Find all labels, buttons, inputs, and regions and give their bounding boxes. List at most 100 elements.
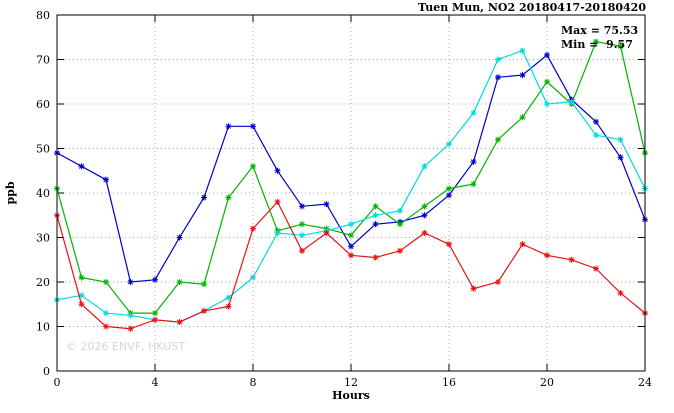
y-axis-label: ppb <box>4 181 17 204</box>
data-point-marker-red <box>397 247 403 254</box>
data-point-marker-green <box>372 203 379 210</box>
max-annotation: Max = 75.53 <box>561 24 638 37</box>
data-point-marker-cyan <box>617 136 624 143</box>
data-point-marker-blue <box>617 154 624 161</box>
data-point-marker-cyan <box>348 221 354 228</box>
data-point-marker-cyan <box>127 312 134 319</box>
data-point-marker-green <box>78 274 85 281</box>
data-point-marker-cyan <box>544 101 550 107</box>
x-tick-label: 4 <box>152 376 159 389</box>
x-tick-label: 20 <box>540 376 554 389</box>
data-point-marker-cyan <box>78 292 85 299</box>
data-point-marker-blue <box>201 194 207 201</box>
data-point-marker-cyan <box>274 230 281 237</box>
data-point-marker-green <box>519 114 526 121</box>
watermark: © 2026 ENVF, HKUST <box>66 340 185 353</box>
data-point-marker-cyan <box>421 163 428 170</box>
data-point-marker-green <box>225 194 232 201</box>
data-point-marker-blue <box>127 279 134 285</box>
data-point-marker-blue <box>250 123 256 130</box>
x-tick-label: 0 <box>54 376 61 389</box>
plot-border <box>56 14 646 372</box>
data-point-marker-green <box>617 43 624 50</box>
data-point-marker-green <box>397 221 403 228</box>
data-point-marker-green <box>421 203 428 210</box>
data-point-marker-red <box>225 303 232 310</box>
data-point-marker-cyan <box>568 98 575 105</box>
data-point-marker-blue <box>519 72 526 79</box>
data-point-marker-blue <box>470 158 477 165</box>
data-point-marker-blue <box>299 203 305 210</box>
data-point-marker-blue <box>152 276 158 283</box>
data-point-marker-red <box>593 265 599 272</box>
data-point-marker-red <box>348 252 354 259</box>
data-point-marker-red <box>127 325 134 332</box>
data-point-marker-red <box>617 290 624 297</box>
data-point-marker-red <box>323 230 330 237</box>
series-line-red <box>56 200 646 330</box>
data-point-marker-red <box>299 247 305 254</box>
y-tick-label: 40 <box>36 187 50 200</box>
data-point-marker-green <box>103 279 109 285</box>
data-point-marker-blue <box>78 163 85 170</box>
data-point-marker-cyan <box>299 232 305 239</box>
data-point-marker-green <box>176 279 183 285</box>
y-tick-label: 0 <box>43 365 50 378</box>
y-tick-label: 60 <box>36 98 50 111</box>
y-tick-label: 30 <box>36 232 50 245</box>
data-point-marker-blue <box>544 52 550 59</box>
data-point-marker-red <box>201 307 207 314</box>
data-point-marker-blue <box>323 201 330 208</box>
data-point-marker-green <box>201 281 207 288</box>
x-tick-label: 8 <box>250 376 257 389</box>
y-tick-label: 50 <box>36 143 50 156</box>
plot-area: 0 4 8 12 16 20 24 0 10 20 30 40 50 60 70 80 <box>36 9 652 389</box>
data-point-marker-red <box>176 319 183 326</box>
data-point-marker-green <box>348 232 354 239</box>
x-tick-label: 16 <box>442 376 456 389</box>
data-point-marker-red <box>250 225 256 232</box>
data-point-marker-red <box>421 230 428 237</box>
data-point-marker-red <box>446 241 452 248</box>
y-tick-label: 80 <box>36 9 50 22</box>
data-point-marker-cyan <box>103 310 109 317</box>
data-point-marker-green <box>152 310 158 317</box>
data-point-marker-blue <box>274 167 281 174</box>
data-point-marker-red <box>519 241 526 248</box>
x-tick-label: 12 <box>344 376 358 389</box>
data-point-marker-blue <box>495 74 501 81</box>
data-point-marker-cyan <box>372 212 379 219</box>
data-point-marker-cyan <box>495 56 501 63</box>
data-point-marker-red <box>103 323 109 330</box>
data-point-marker-blue <box>421 212 428 219</box>
data-point-marker-red <box>78 301 85 308</box>
data-point-marker-blue <box>446 192 452 199</box>
data-point-marker-cyan <box>225 294 232 301</box>
data-point-marker-green <box>250 163 256 170</box>
data-point-marker-blue <box>348 243 354 250</box>
data-point-marker-blue <box>225 123 232 130</box>
y-tick-label: 20 <box>36 276 50 289</box>
series-line-green <box>56 41 646 314</box>
data-point-marker-red <box>372 254 379 261</box>
data-point-marker-red <box>152 316 158 323</box>
data-point-marker-blue <box>176 234 183 241</box>
data-point-marker-red <box>470 285 477 292</box>
data-point-marker-blue <box>103 176 109 183</box>
data-point-marker-green <box>470 181 477 188</box>
data-point-marker-cyan <box>470 109 477 116</box>
data-point-marker-cyan <box>593 132 599 139</box>
data-point-marker-blue <box>372 221 379 228</box>
data-point-marker-red <box>495 279 501 285</box>
data-point-marker-red <box>568 256 575 263</box>
data-point-marker-red <box>274 198 281 205</box>
data-point-marker-cyan <box>519 47 526 54</box>
y-tick-label: 70 <box>36 54 50 67</box>
data-point-marker-green <box>544 78 550 85</box>
data-point-marker-green <box>446 185 452 192</box>
data-point-marker-cyan <box>250 274 256 281</box>
x-tick-label: 24 <box>638 376 652 389</box>
data-point-marker-cyan <box>397 207 403 214</box>
